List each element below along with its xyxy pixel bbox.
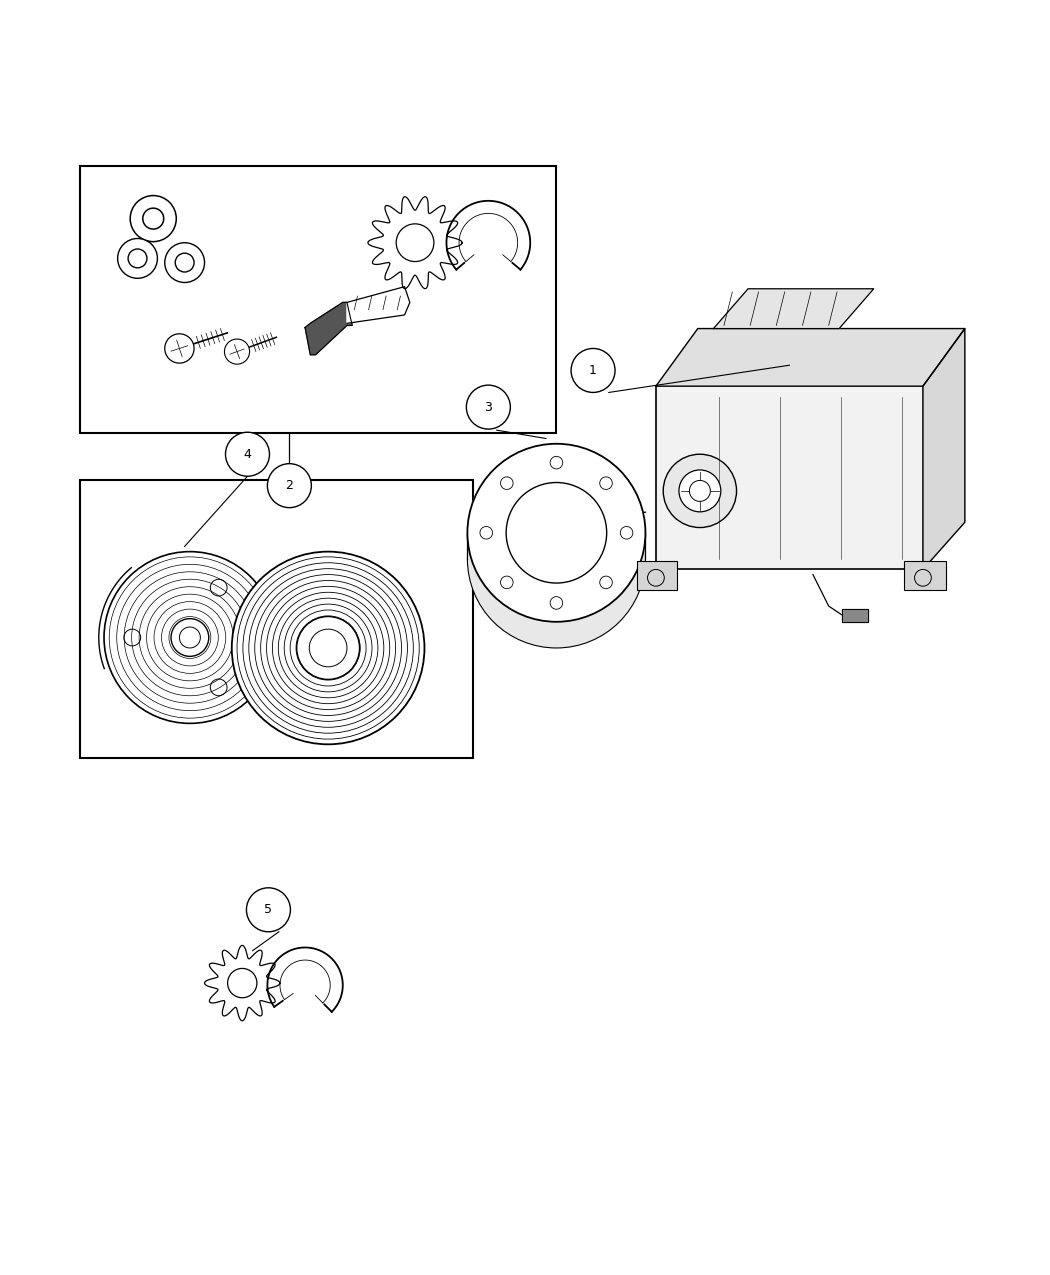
Circle shape xyxy=(506,482,607,583)
Bar xyxy=(637,561,677,590)
Circle shape xyxy=(165,334,194,363)
Text: 4: 4 xyxy=(244,448,251,460)
Circle shape xyxy=(466,385,510,430)
Circle shape xyxy=(571,348,615,393)
Bar xyxy=(904,561,946,590)
Polygon shape xyxy=(656,329,965,386)
Circle shape xyxy=(225,339,250,365)
Bar xyxy=(656,386,923,570)
Circle shape xyxy=(664,454,736,528)
Circle shape xyxy=(396,224,434,261)
Polygon shape xyxy=(467,444,646,558)
Circle shape xyxy=(171,618,209,657)
Circle shape xyxy=(130,195,176,242)
Circle shape xyxy=(128,249,147,268)
Polygon shape xyxy=(205,945,280,1021)
Circle shape xyxy=(679,470,721,511)
Circle shape xyxy=(143,208,164,230)
Polygon shape xyxy=(368,196,462,288)
Circle shape xyxy=(297,617,359,680)
Circle shape xyxy=(165,242,205,283)
Bar xyxy=(80,481,472,757)
Circle shape xyxy=(226,432,270,477)
Circle shape xyxy=(232,552,424,745)
Bar xyxy=(80,166,556,434)
Circle shape xyxy=(228,969,257,998)
Text: 1: 1 xyxy=(589,363,597,377)
Circle shape xyxy=(268,464,312,507)
Polygon shape xyxy=(923,329,965,570)
Polygon shape xyxy=(306,302,352,354)
Circle shape xyxy=(247,887,291,932)
Polygon shape xyxy=(346,287,410,324)
Text: 5: 5 xyxy=(265,903,272,917)
Polygon shape xyxy=(842,609,868,622)
Text: 3: 3 xyxy=(484,400,492,413)
Polygon shape xyxy=(714,288,874,329)
Ellipse shape xyxy=(467,470,646,648)
Circle shape xyxy=(118,238,158,278)
Circle shape xyxy=(467,444,646,622)
Circle shape xyxy=(175,254,194,272)
Circle shape xyxy=(104,552,276,723)
Text: 2: 2 xyxy=(286,479,293,492)
